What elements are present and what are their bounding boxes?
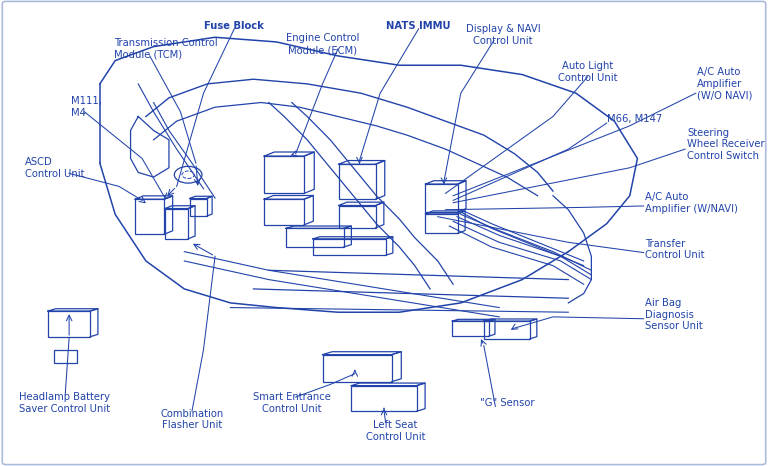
- Bar: [54, 350, 77, 363]
- Text: Steering
Wheel Receiver
Control Switch: Steering Wheel Receiver Control Switch: [687, 128, 765, 161]
- Text: NATS IMMU: NATS IMMU: [386, 21, 451, 31]
- Text: Left Seat
Control Unit: Left Seat Control Unit: [366, 420, 425, 442]
- Bar: [339, 164, 376, 199]
- Bar: [286, 228, 344, 247]
- Text: M111,
M4: M111, M4: [71, 96, 101, 118]
- Text: Transmission Control
Module (TCM): Transmission Control Module (TCM): [114, 38, 217, 60]
- Bar: [190, 199, 207, 216]
- Text: Engine Control
Module (ECM): Engine Control Module (ECM): [286, 34, 359, 55]
- Text: A/C Auto
Amplifier (W/NAVI): A/C Auto Amplifier (W/NAVI): [645, 192, 738, 213]
- Bar: [339, 206, 376, 228]
- Text: Combination
Flasher Unit: Combination Flasher Unit: [161, 409, 223, 430]
- Bar: [425, 184, 458, 212]
- Bar: [313, 239, 386, 255]
- Bar: [264, 156, 304, 193]
- Text: Smart Entrance
Control Unit: Smart Entrance Control Unit: [253, 392, 331, 414]
- Text: Fuse Block: Fuse Block: [204, 21, 264, 31]
- Bar: [264, 199, 304, 225]
- Text: M66, M147: M66, M147: [607, 114, 662, 124]
- Bar: [48, 311, 91, 336]
- Text: Display & NAVI
Control Unit: Display & NAVI Control Unit: [465, 24, 541, 46]
- Bar: [165, 209, 188, 239]
- Text: Auto Light
Control Unit: Auto Light Control Unit: [558, 62, 617, 83]
- Text: A/C Auto
Amplifier
(W/O NAVI): A/C Auto Amplifier (W/O NAVI): [697, 67, 753, 101]
- Text: "G" Sensor: "G" Sensor: [480, 398, 534, 408]
- Bar: [452, 321, 489, 336]
- Text: Headlamp Battery
Saver Control Unit: Headlamp Battery Saver Control Unit: [19, 392, 111, 414]
- Bar: [135, 199, 164, 234]
- Text: ASCD
Control Unit: ASCD Control Unit: [25, 157, 84, 178]
- Text: Air Bag
Diagnosis
Sensor Unit: Air Bag Diagnosis Sensor Unit: [645, 298, 703, 331]
- Text: Transfer
Control Unit: Transfer Control Unit: [645, 239, 704, 260]
- Bar: [484, 321, 530, 339]
- Bar: [323, 355, 392, 382]
- Bar: [425, 214, 458, 233]
- Bar: [352, 386, 416, 411]
